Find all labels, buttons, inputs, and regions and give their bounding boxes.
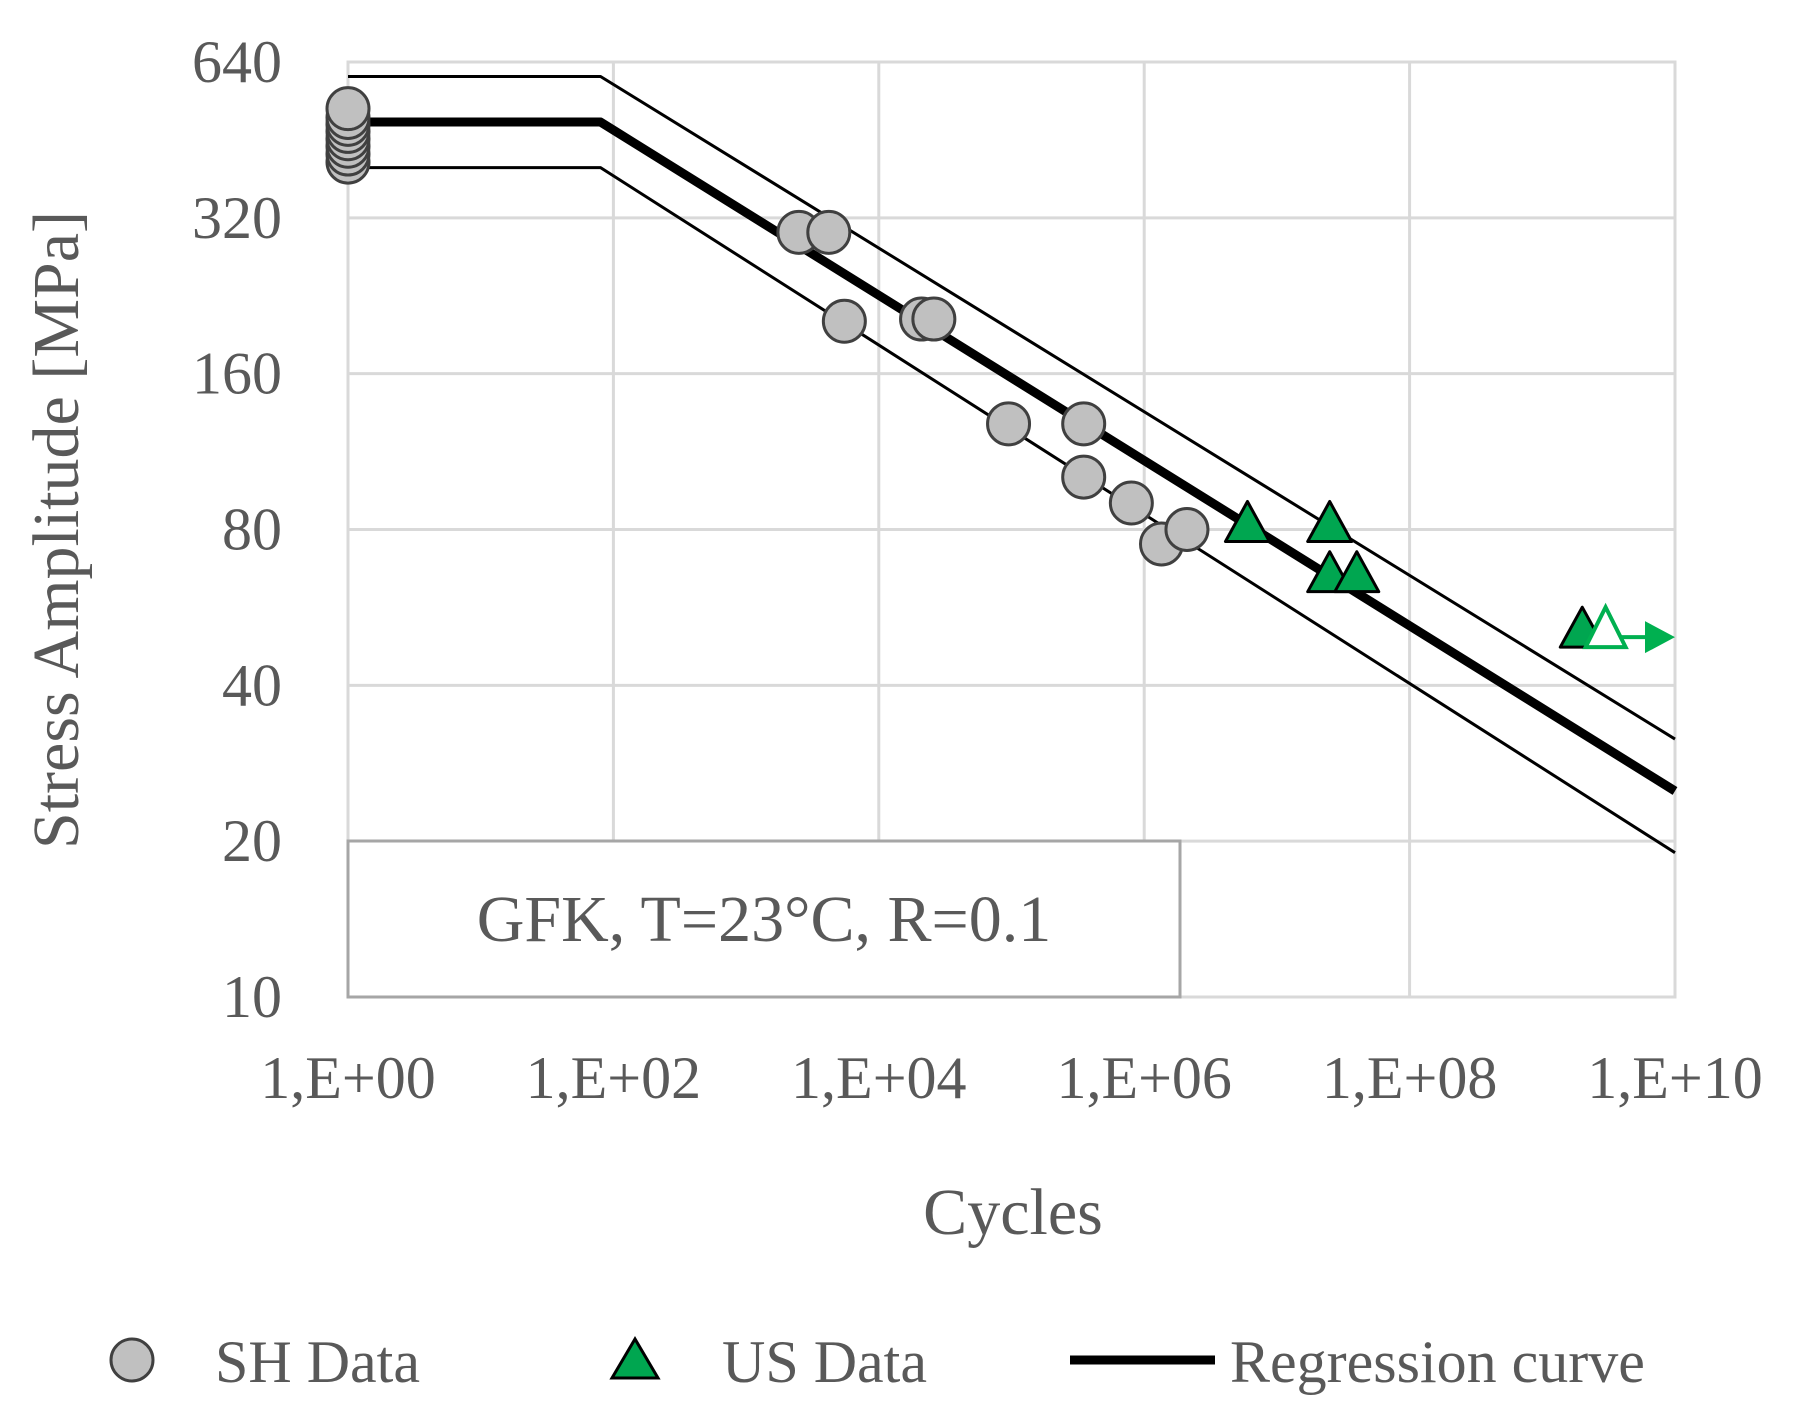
- sh-data-point: [986, 401, 1032, 447]
- us-data-point: [1223, 500, 1271, 543]
- annotation-box: GFK, T=23°C, R=0.1: [346, 839, 1182, 999]
- y-tick-label: 80: [222, 497, 282, 563]
- sh-data-point: [821, 298, 867, 344]
- legend-item-regression: Regression curve: [1070, 1329, 1645, 1395]
- curves: [348, 75, 1678, 854]
- x-tick-label: 1,E+04: [791, 1045, 967, 1111]
- sh-data-point: [1108, 480, 1154, 526]
- y-tick-label: 640: [192, 29, 282, 95]
- y-tick-label: 20: [222, 808, 282, 874]
- legend-label-regression: Regression curve: [1230, 1329, 1645, 1395]
- y-tick-label: 40: [222, 652, 282, 718]
- us-data-point: [1306, 500, 1354, 543]
- legend-item-sh-data: SH Data: [109, 1329, 420, 1395]
- legend: SH Data US Data Regression curve: [109, 1329, 1645, 1395]
- runout-arrow-head: [1645, 621, 1675, 654]
- y-tick-label: 10: [222, 964, 282, 1030]
- legend-triangle-marker: [609, 1336, 661, 1380]
- sh-data-point: [911, 296, 957, 342]
- y-tick-label: 320: [192, 185, 282, 251]
- annotation-text: GFK, T=23°C, R=0.1: [477, 883, 1052, 956]
- y-axis-title: Stress Amplitude [MPa]: [20, 211, 93, 849]
- us-runout-point: [1582, 602, 1629, 650]
- x-tick-label: 1,E+06: [1056, 1045, 1232, 1111]
- legend-circle-marker: [109, 1337, 155, 1383]
- legend-item-us-data: US Data: [609, 1329, 927, 1395]
- y-tick-label: 160: [192, 341, 282, 407]
- x-tick-label: 1,E+08: [1322, 1045, 1498, 1111]
- legend-label-us: US Data: [722, 1329, 927, 1395]
- grid: [346, 60, 1677, 999]
- sh-data-point: [1164, 507, 1210, 552]
- x-tick-label: 1,E+00: [260, 1045, 436, 1111]
- upper-scatter-band: [348, 75, 1676, 741]
- tick-labels: 1,E+00 1,E+02 1,E+04 1,E+06 1,E+08 1,E+10 10 20…: [192, 29, 1763, 1111]
- legend-label-sh: SH Data: [215, 1329, 420, 1395]
- us-data-point: [1333, 550, 1381, 594]
- sh-data-point: [1061, 454, 1107, 500]
- x-tick-label: 1,E+02: [526, 1045, 702, 1111]
- sh-data-point: [1061, 401, 1107, 447]
- annotation-frame: [346, 839, 1182, 999]
- sh-data-point: [325, 86, 371, 132]
- x-axis-title: Cycles: [923, 1176, 1103, 1249]
- x-tick-label: 1,E+10: [1587, 1045, 1763, 1111]
- lower-scatter-band: [348, 166, 1676, 854]
- sh-data-point: [806, 209, 852, 255]
- data-points: [325, 86, 1675, 654]
- regression-curve: [348, 117, 1678, 795]
